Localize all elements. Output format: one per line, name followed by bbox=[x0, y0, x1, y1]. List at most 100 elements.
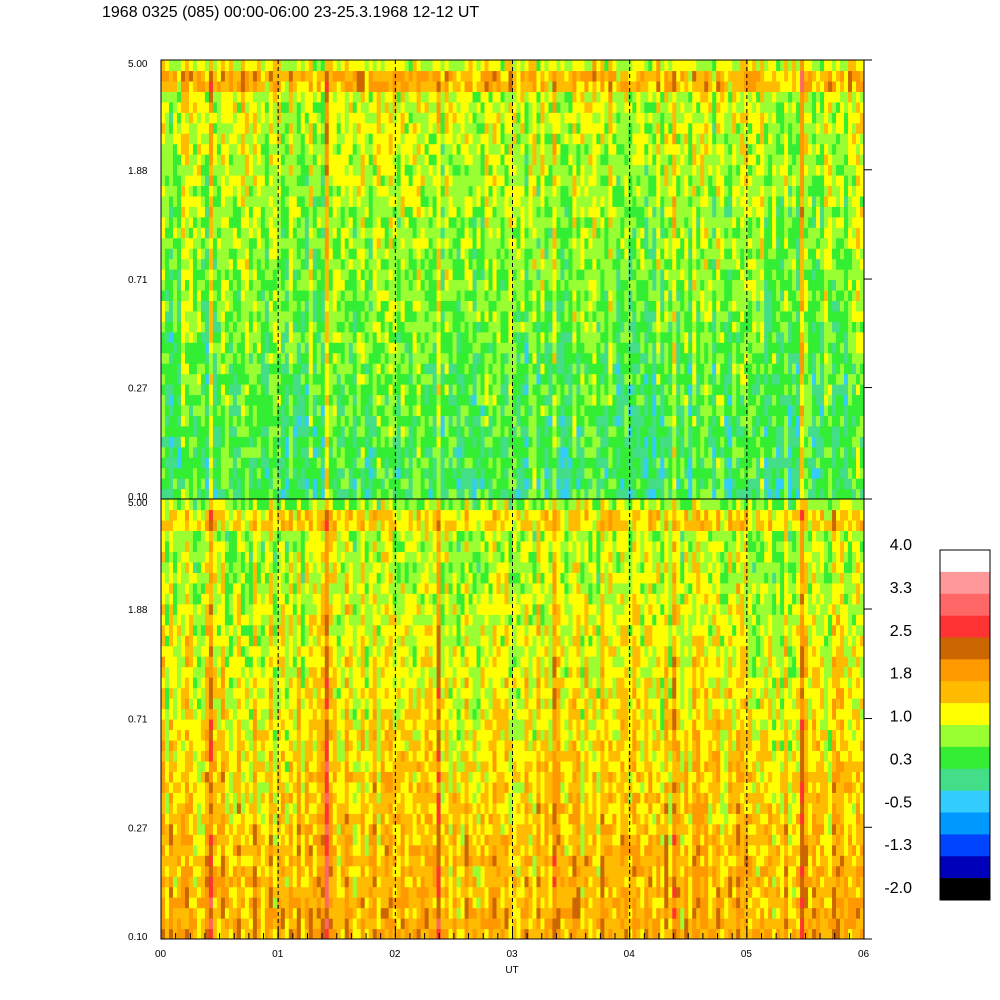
heatmap-cell bbox=[164, 321, 170, 333]
heatmap-cell bbox=[340, 457, 346, 469]
heatmap-cell bbox=[452, 384, 458, 396]
heatmap-cell bbox=[444, 206, 450, 218]
heatmap-cell bbox=[336, 384, 342, 396]
heatmap-cell bbox=[332, 279, 338, 291]
heatmap-cell bbox=[632, 467, 637, 479]
heatmap-cell bbox=[496, 331, 502, 343]
heatmap-cell bbox=[208, 80, 214, 92]
heatmap-cell bbox=[380, 331, 386, 343]
heatmap-cell bbox=[584, 384, 589, 396]
heatmap-cell bbox=[240, 415, 246, 427]
heatmap-cell bbox=[212, 289, 218, 301]
heatmap-cell bbox=[200, 258, 206, 270]
heatmap-cell bbox=[584, 91, 589, 103]
heatmap-cell bbox=[424, 415, 430, 427]
heatmap-cell bbox=[200, 185, 206, 197]
heatmap-cell bbox=[280, 60, 286, 72]
heatmap-cell bbox=[161, 289, 166, 301]
heatmap-cell bbox=[376, 289, 382, 301]
heatmap-cell bbox=[232, 467, 238, 479]
heatmap-cell bbox=[392, 373, 398, 385]
heatmap-cell bbox=[164, 488, 170, 499]
heatmap-cell bbox=[540, 185, 546, 197]
heatmap-cell bbox=[568, 185, 574, 197]
heatmap-cell bbox=[328, 289, 334, 301]
heatmap-cell bbox=[600, 404, 605, 416]
heatmap-cell bbox=[280, 143, 286, 155]
heatmap-cell bbox=[628, 415, 633, 427]
heatmap-cell bbox=[324, 321, 330, 333]
heatmap-cell bbox=[340, 154, 346, 166]
heatmap-cell bbox=[564, 91, 570, 103]
heatmap-cell bbox=[232, 185, 238, 197]
heatmap-cell bbox=[376, 185, 382, 197]
heatmap-cell bbox=[620, 101, 625, 113]
heatmap-cell bbox=[304, 425, 310, 437]
heatmap-cell bbox=[216, 164, 222, 176]
heatmap-cell bbox=[420, 425, 426, 437]
heatmap-cell bbox=[360, 446, 366, 458]
heatmap-cell bbox=[544, 446, 550, 458]
heatmap-cell bbox=[216, 216, 222, 228]
heatmap-cell bbox=[484, 206, 490, 218]
heatmap-cell bbox=[528, 321, 534, 333]
heatmap-cell bbox=[192, 404, 198, 416]
heatmap-cell bbox=[456, 195, 462, 207]
heatmap-cell bbox=[500, 269, 506, 281]
heatmap-cell bbox=[252, 154, 258, 166]
heatmap-cell bbox=[220, 185, 226, 197]
heatmap-cell bbox=[428, 446, 434, 458]
heatmap-cell bbox=[188, 185, 194, 197]
heatmap-cell bbox=[496, 237, 502, 249]
heatmap-cell bbox=[272, 195, 278, 207]
heatmap-cell bbox=[236, 112, 242, 124]
heatmap-cell bbox=[524, 143, 530, 155]
heatmap-cell bbox=[456, 363, 462, 375]
heatmap-cell bbox=[336, 122, 342, 134]
heatmap-cell bbox=[252, 237, 258, 249]
heatmap-cell bbox=[372, 80, 378, 92]
heatmap-cell bbox=[208, 352, 214, 364]
heatmap-cell bbox=[196, 478, 202, 490]
heatmap-cell bbox=[292, 310, 298, 322]
heatmap-cell bbox=[436, 342, 442, 354]
heatmap-cell bbox=[284, 91, 290, 103]
heatmap-cell bbox=[520, 70, 526, 82]
heatmap-cell bbox=[600, 488, 605, 499]
heatmap-cell bbox=[161, 373, 166, 385]
heatmap-cell bbox=[528, 404, 534, 416]
heatmap-cell bbox=[516, 289, 522, 301]
heatmap-cell bbox=[528, 227, 534, 239]
heatmap-cell bbox=[372, 195, 378, 207]
heatmap-cell bbox=[248, 478, 254, 490]
heatmap-cell bbox=[612, 446, 617, 458]
heatmap-cell bbox=[432, 436, 438, 448]
heatmap-cell bbox=[548, 321, 554, 333]
heatmap-cell bbox=[452, 415, 458, 427]
heatmap-cell bbox=[632, 300, 637, 312]
heatmap-cell bbox=[412, 415, 418, 427]
heatmap-cell bbox=[436, 457, 442, 469]
heatmap-cell bbox=[464, 133, 470, 145]
heatmap-cell bbox=[364, 227, 370, 239]
heatmap-cell bbox=[456, 112, 462, 124]
heatmap-cell bbox=[300, 415, 306, 427]
heatmap-cell bbox=[628, 394, 633, 406]
heatmap-cell bbox=[180, 404, 186, 416]
heatmap-cell bbox=[172, 331, 178, 343]
heatmap-cell bbox=[628, 206, 633, 218]
heatmap-cell bbox=[464, 415, 470, 427]
heatmap-cell bbox=[584, 488, 589, 499]
heatmap-cell bbox=[248, 112, 254, 124]
heatmap-cell bbox=[340, 269, 346, 281]
heatmap-cell bbox=[284, 415, 290, 427]
heatmap-cell bbox=[340, 248, 346, 260]
heatmap-cell bbox=[496, 143, 502, 155]
heatmap-cell bbox=[492, 143, 498, 155]
heatmap-cell bbox=[628, 363, 633, 375]
heatmap-cell bbox=[336, 331, 342, 343]
heatmap-cell bbox=[292, 289, 298, 301]
heatmap-cell bbox=[236, 478, 242, 490]
heatmap-cell bbox=[344, 101, 350, 113]
heatmap-cell bbox=[460, 404, 466, 416]
